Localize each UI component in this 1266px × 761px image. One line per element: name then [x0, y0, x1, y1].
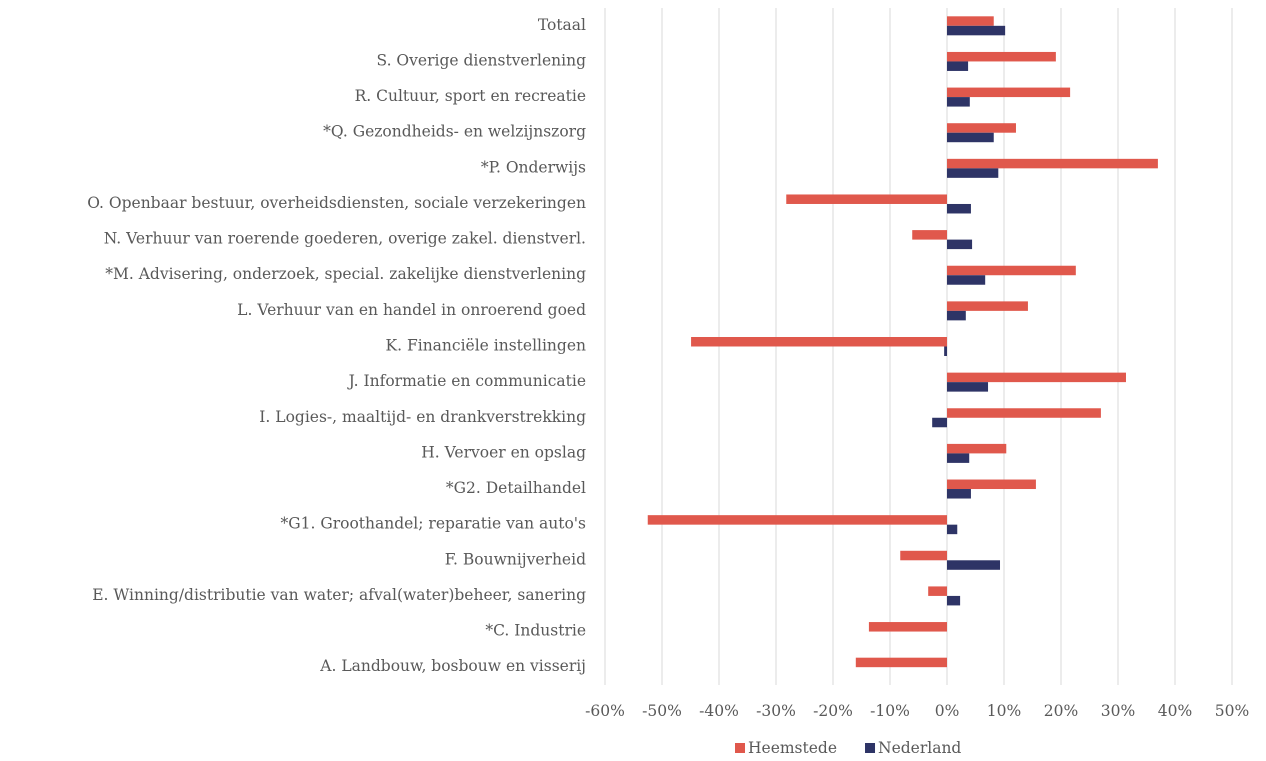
legend-label: Heemstede [748, 739, 837, 757]
bar [947, 382, 989, 392]
bar [944, 346, 947, 356]
legend-swatch [865, 743, 876, 753]
bar [647, 515, 947, 525]
bar [947, 408, 1101, 418]
bar [947, 489, 971, 499]
y-tick-label: *G1. Groothandel; reparatie van auto's [280, 515, 586, 533]
x-tick-label: -20% [813, 702, 853, 720]
bar [868, 622, 947, 632]
bar [900, 550, 947, 561]
y-tick-label: F. Bouwnijverheid [445, 550, 586, 568]
x-tick-label: 40% [1158, 702, 1192, 720]
bar [947, 265, 1076, 276]
bar [691, 337, 947, 347]
y-tick-label: Totaal [538, 16, 586, 34]
bar [947, 301, 1028, 311]
bar [855, 657, 947, 668]
bar [947, 87, 1071, 98]
x-tick-label: 20% [1044, 702, 1078, 720]
y-tick-label: *G2. Detailhandel [446, 479, 586, 497]
y-tick-label: *P. Onderwijs [481, 158, 586, 176]
bar [947, 453, 970, 463]
bar [947, 560, 1001, 570]
y-tick-label: *M. Advisering, onderzoek, special. zake… [105, 265, 586, 283]
x-tick-label: -30% [756, 702, 796, 720]
x-tick-label: 10% [987, 702, 1021, 720]
y-tick-label: A. Landbouw, bosbouw en visserij [319, 657, 586, 675]
bar [947, 97, 970, 107]
bar [947, 275, 986, 285]
bar [947, 479, 1036, 490]
bar [947, 443, 1007, 454]
bar [932, 417, 947, 428]
y-tick-label: O. Openbaar bestuur, overheidsdiensten, … [87, 194, 586, 212]
bar [947, 132, 994, 143]
bar [947, 61, 969, 71]
bar [947, 158, 1158, 169]
y-tick-label: H. Vervoer en opslag [421, 443, 586, 461]
x-tick-label: -60% [585, 702, 625, 720]
x-tick-label: -50% [642, 702, 682, 720]
bar [947, 203, 971, 214]
y-tick-label: J. Informatie en communicatie [347, 372, 586, 390]
bar [947, 595, 961, 606]
bar [947, 123, 1016, 133]
bar [947, 51, 1056, 62]
bar [947, 168, 999, 178]
bar [947, 310, 966, 321]
legend-swatch [735, 743, 745, 753]
y-tick-label: *Q. Gezondheids- en welzijnszorg [323, 123, 586, 141]
bar [947, 524, 958, 535]
y-tick-label: *C. Industrie [485, 622, 586, 640]
bar [947, 372, 1126, 383]
x-tick-label: -10% [870, 702, 910, 720]
bar [928, 586, 947, 596]
x-tick-label: 30% [1101, 702, 1135, 720]
x-tick-label: -40% [699, 702, 739, 720]
bar [912, 230, 947, 240]
y-tick-label: R. Cultuur, sport en recreatie [355, 87, 586, 105]
y-tick-label: K. Financiële instellingen [386, 337, 586, 355]
x-tick-label: 0% [935, 702, 960, 720]
bar [947, 25, 1006, 36]
bar [947, 16, 994, 26]
y-tick-label: I. Logies-, maaltijd- en drankverstrekki… [259, 408, 586, 426]
x-tick-label: 50% [1215, 702, 1249, 720]
y-tick-label: N. Verhuur van roerende goederen, overig… [104, 230, 586, 248]
y-tick-label: L. Verhuur van en handel in onroerend go… [237, 301, 586, 319]
y-tick-label: E. Winning/distributie van water; afval(… [92, 586, 586, 604]
bar [947, 239, 973, 250]
legend-label: Nederland [878, 739, 961, 757]
y-tick-label: S. Overige dienstverlening [377, 51, 587, 69]
bar [786, 194, 947, 204]
